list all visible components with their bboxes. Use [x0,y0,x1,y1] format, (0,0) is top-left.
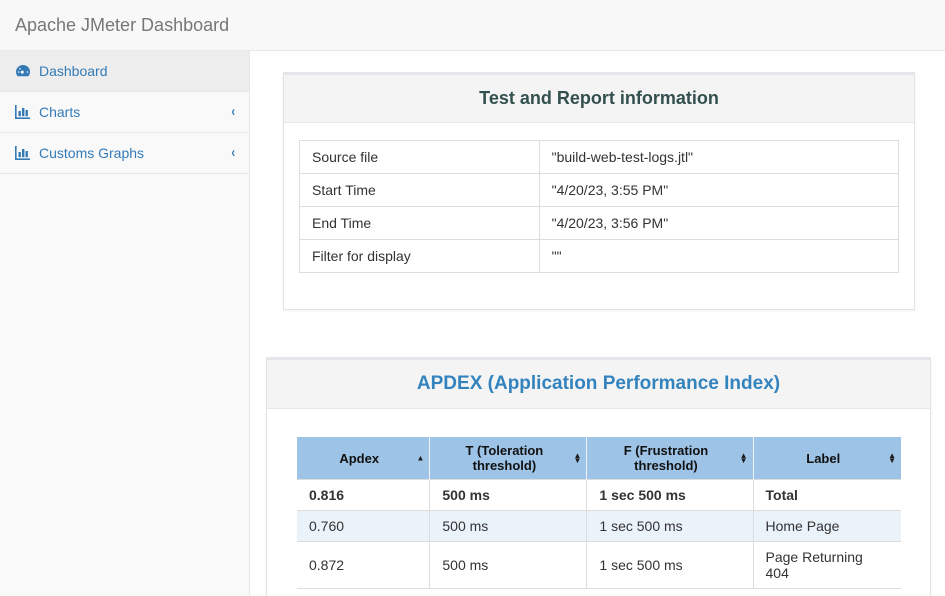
toleration-value: 500 ms [429,541,588,589]
app-title: Apache JMeter Dashboard [15,14,230,35]
table-row: End Time "4/20/23, 3:56 PM" [299,206,899,240]
column-header-toleration[interactable]: T (Toleration threshold) ▲ ▼ [429,437,588,480]
apdex-table: Apdex ▲ T (Toleration threshold) ▲ ▼ F (F [297,437,901,589]
chevron-left-icon[interactable]: ‹ [231,145,235,161]
sidebar-item-customs-graphs[interactable]: Customs Graphs ‹ [0,133,249,174]
info-row-label: Start Time [299,173,540,207]
sidebar-item-label: Charts [39,104,81,120]
table-row: Start Time "4/20/23, 3:55 PM" [299,173,899,207]
table-row-total: 0.816 500 ms 1 sec 500 ms Total [297,479,901,511]
apdex-header-row: Apdex ▲ T (Toleration threshold) ▲ ▼ F (F [297,437,901,480]
label-value: Page Returning 404 [752,541,901,589]
tachometer-icon [14,64,31,79]
test-report-info-table: Source file "build-web-test-logs.jtl" St… [299,140,899,273]
column-header-frustration[interactable]: F (Frustration threshold) ▲ ▼ [586,437,754,480]
info-card-header: Test and Report information [284,75,914,123]
info-card-title: Test and Report information [479,88,719,108]
sidebar: Dashboard Charts ‹ [0,51,250,596]
test-report-info-card: Test and Report information Source file … [283,72,915,310]
apdex-card: APDEX (Application Performance Index) Ap… [266,357,931,596]
apdex-value: 0.816 [297,479,431,511]
info-row-value: "build-web-test-logs.jtl" [539,140,899,174]
main-content: Test and Report information Source file … [250,51,945,596]
sidebar-item-charts[interactable]: Charts ‹ [0,92,249,133]
apdex-value: 0.872 [297,541,431,589]
info-row-label: Filter for display [299,239,540,273]
apdex-card-header: APDEX (Application Performance Index) [267,360,930,409]
sort-icon[interactable]: ▲ ▼ [888,451,896,465]
label-value: Total [752,479,901,511]
frustration-value: 1 sec 500 ms [586,541,754,589]
apdex-card-body: Apdex ▲ T (Toleration threshold) ▲ ▼ F (F [267,409,930,596]
toleration-value: 500 ms [429,510,588,542]
sort-icon[interactable]: ▲ ▼ [573,451,582,465]
chevron-left-icon[interactable]: ‹ [231,104,235,120]
frustration-value: 1 sec 500 ms [586,479,754,511]
info-row-label: End Time [299,206,540,240]
sidebar-item-label: Dashboard [39,63,108,79]
apdex-value: 0.760 [297,510,431,542]
info-row-value: "4/20/23, 3:56 PM" [539,206,899,240]
sort-icon[interactable]: ▲ ▼ [739,451,748,465]
table-row: Filter for display "" [299,239,899,273]
info-row-value: "4/20/23, 3:55 PM" [539,173,899,207]
column-header-apdex[interactable]: Apdex ▲ [297,437,431,480]
toleration-value: 500 ms [429,479,588,511]
table-row: 0.760 500 ms 1 sec 500 ms Home Page [297,510,901,542]
bar-chart-icon [14,105,31,120]
sidebar-item-label: Customs Graphs [39,145,145,161]
table-row: Source file "build-web-test-logs.jtl" [299,140,899,174]
sort-asc-icon[interactable]: ▲ [416,453,425,463]
bar-chart-icon [14,146,31,161]
table-row: 0.872 500 ms 1 sec 500 ms Page Returning… [297,541,901,589]
apdex-card-title: APDEX (Application Performance Index) [416,373,781,394]
info-row-value: "" [551,248,562,264]
column-header-label[interactable]: Label ▲ ▼ [753,437,901,480]
top-navbar: Apache JMeter Dashboard [0,0,945,51]
info-card-body: Source file "build-web-test-logs.jtl" St… [284,123,914,309]
label-value: Home Page [752,510,901,542]
info-row-label: Source file [299,140,540,174]
sidebar-item-dashboard[interactable]: Dashboard [0,51,249,92]
frustration-value: 1 sec 500 ms [586,510,754,542]
